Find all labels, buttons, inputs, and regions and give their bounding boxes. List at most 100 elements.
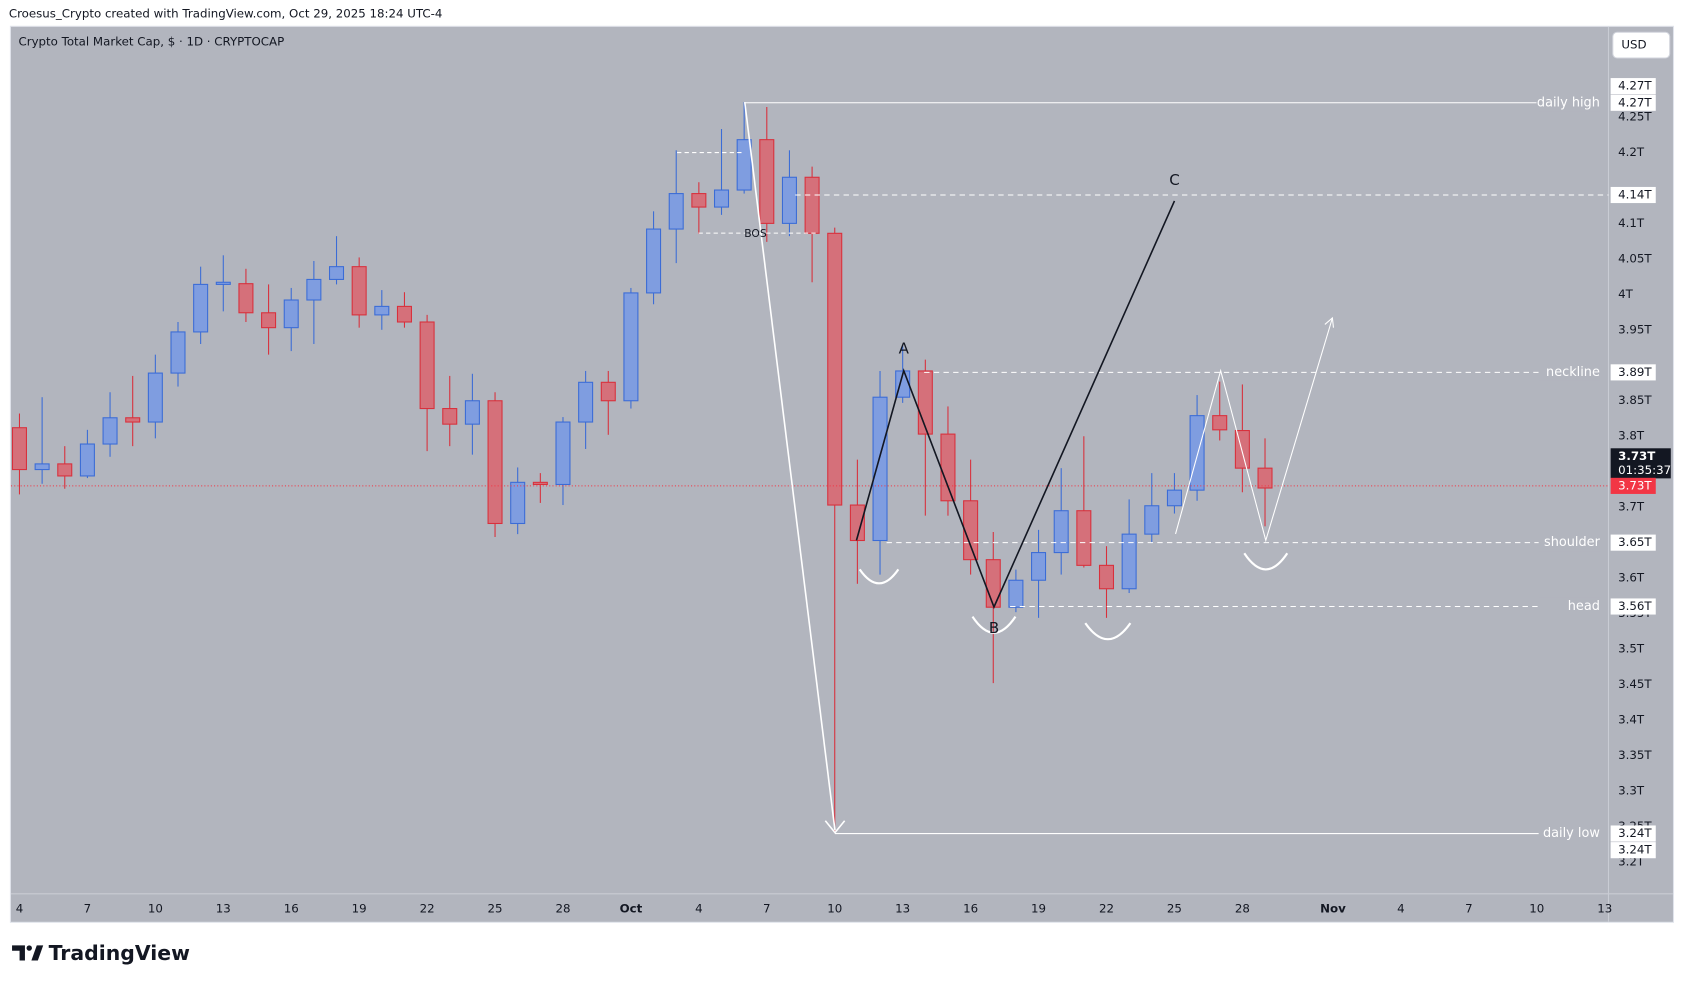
candle-body — [668, 193, 684, 230]
plot — [10, 102, 1609, 835]
price-label-box — [1610, 78, 1656, 95]
symbol-title: Crypto Total Market Cap, $ · 1D · CRYPTO… — [18, 34, 284, 48]
x-tick-label: 22 — [1099, 901, 1114, 915]
y-tick-label: 3.95T — [1618, 322, 1652, 336]
wave-label: B — [989, 619, 999, 637]
candle-body — [464, 400, 480, 425]
level-text: shoulder — [1544, 535, 1601, 550]
candle-body — [147, 372, 163, 423]
candle-body — [57, 463, 73, 477]
candle-body — [1098, 564, 1115, 590]
candle-body — [283, 299, 299, 329]
x-tick-label: 4 — [1397, 901, 1405, 915]
y-tick-label: 4.2T — [1618, 145, 1645, 159]
currency: USD — [1621, 38, 1646, 52]
candle-body — [940, 433, 956, 502]
candle-body — [11, 427, 27, 471]
x-tick-label: 10 — [148, 901, 163, 915]
wave-label: A — [899, 340, 910, 358]
x-tick-label: 7 — [84, 901, 92, 915]
candle-body — [510, 481, 526, 525]
candle-body — [34, 463, 50, 471]
price-label-box — [1610, 825, 1656, 842]
price-label-box — [1610, 598, 1656, 615]
wave-label: C — [1169, 171, 1180, 189]
currency-button[interactable] — [1612, 31, 1671, 59]
level-text-bg — [1538, 534, 1601, 552]
candle-body — [1212, 415, 1228, 431]
candle-body — [1008, 579, 1024, 608]
brand: TradingView — [49, 941, 191, 965]
logo-shape — [26, 945, 32, 951]
candle-body — [555, 421, 571, 486]
candle-body — [419, 321, 435, 410]
level-text-bg — [1538, 94, 1601, 112]
candle-body — [532, 481, 548, 486]
x-tick-label: 25 — [1167, 901, 1182, 915]
arrow-head — [824, 820, 846, 834]
candle-body — [261, 312, 277, 329]
smile-arc — [971, 616, 1017, 634]
candle-body — [804, 176, 820, 234]
candle-body — [1189, 415, 1205, 491]
y-tick-label: 4.25T — [1618, 109, 1652, 123]
candle-body — [306, 278, 322, 301]
x-tick-label: 16 — [963, 901, 978, 915]
candle-body — [578, 381, 594, 423]
y-tick-label: 3.45T — [1618, 677, 1652, 691]
candle-body — [759, 139, 775, 224]
price-label-box — [1610, 842, 1656, 859]
level-text-bg — [1538, 363, 1601, 381]
level-text-bg — [1538, 824, 1601, 843]
y-tick-label: 3.85T — [1618, 393, 1652, 407]
x-tick-label: 19 — [1031, 901, 1046, 915]
candle-body — [215, 281, 231, 285]
x-tick-label: 4 — [16, 901, 24, 915]
bos-label: BOS — [744, 227, 767, 240]
level-text: daily high — [1537, 95, 1600, 110]
level-text: neckline — [1546, 365, 1600, 380]
price-label: 4.27T — [1618, 79, 1652, 93]
y-tick-label: 4T — [1618, 287, 1634, 301]
x-tick-label: 22 — [420, 901, 435, 915]
candle-body — [1234, 430, 1250, 469]
x-tick-label: 13 — [1597, 901, 1612, 915]
price-label-box — [1610, 534, 1656, 551]
level-text-bg — [1538, 597, 1601, 616]
price-label: 4.27T — [1618, 95, 1652, 109]
x-tick-label: 28 — [1235, 901, 1250, 915]
price-label: 3.65T — [1618, 535, 1652, 549]
logo-shape — [12, 945, 25, 961]
last-price: 3.73T — [1618, 449, 1655, 463]
smile-arc — [858, 568, 900, 585]
x-tick-label: 7 — [1465, 901, 1473, 915]
candle-body — [1121, 533, 1137, 590]
price-label-box — [1610, 477, 1656, 494]
x-tick-label: 10 — [1529, 901, 1544, 915]
smile-arc — [1084, 622, 1132, 641]
axes: 4.25T 4.2T 4.1T 4.05T 4T 3.95T 3.85T 3.8T 3.7T 3.… — [16, 78, 1671, 915]
x-tick-label: 25 — [488, 901, 503, 915]
countdown: 01:35:37 — [1618, 463, 1671, 477]
candle-body — [1053, 510, 1069, 554]
y-tick-label: 3.5T — [1618, 642, 1645, 656]
x-tick-label: 16 — [284, 901, 299, 915]
candle-body — [1257, 467, 1273, 489]
y-tick-label: 3.8T — [1618, 429, 1645, 443]
candle-body — [985, 559, 1001, 608]
y-tick-label: 4.1T — [1618, 216, 1645, 230]
candle-body — [963, 500, 979, 561]
price-label: 3.24T — [1618, 843, 1652, 857]
candle-body — [781, 176, 797, 224]
candle-body — [193, 283, 209, 333]
last-price-box — [1610, 448, 1671, 479]
arrow-head — [1324, 316, 1334, 328]
y-tick-label: 4.05T — [1618, 251, 1652, 265]
x-tick-label: Nov — [1320, 901, 1346, 915]
x-tick-label: Oct — [620, 901, 643, 915]
candle-body — [827, 232, 843, 506]
candle-body — [1031, 552, 1047, 581]
level-text: head — [1568, 599, 1600, 614]
